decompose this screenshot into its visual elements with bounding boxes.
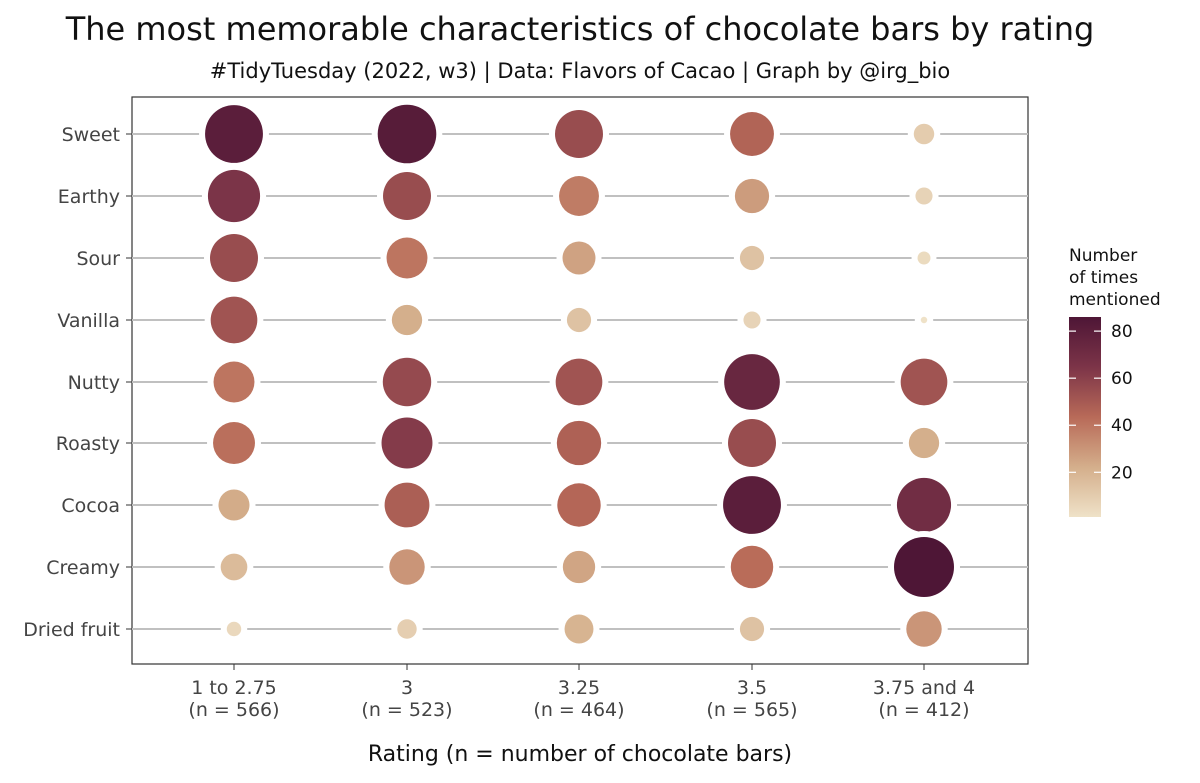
legend-tick-label: 80 — [1111, 322, 1133, 342]
bubble-cocoa-5 — [896, 477, 952, 533]
x-axis-label: 3.5 — [737, 677, 767, 699]
bubble-sweet-2 — [377, 104, 437, 164]
bubble-roasty-5 — [908, 427, 940, 459]
legend-color-bar — [1069, 317, 1101, 517]
x-axis-count-label: (n = 566) — [188, 699, 279, 721]
plot-layer: Sweet Earthy Sour Vanilla Nutty Roasty Cocoa Cr… — [23, 96, 1029, 721]
bubble-vanilla-3 — [566, 307, 592, 333]
x-axis-label: 3.75 and 4 — [873, 677, 975, 699]
y-axis-label: Sweet — [62, 124, 120, 146]
bubble-sweet-4 — [730, 112, 774, 156]
y-axis-label: Sour — [76, 248, 120, 270]
bubble-sour-2 — [386, 237, 428, 279]
bubble-earthy-1 — [207, 169, 261, 223]
bubble-nutty-3 — [555, 358, 603, 406]
bubble-earthy-4 — [734, 178, 770, 214]
bubble-sour-4 — [739, 245, 765, 271]
bubble-nutty-5 — [900, 358, 948, 406]
legend-title-line: mentioned — [1069, 290, 1161, 310]
bubble-earthy-2 — [383, 172, 431, 220]
bubble-vanilla-1 — [210, 296, 258, 344]
bubble-nutty-1 — [213, 361, 255, 403]
bubble-earthy-5 — [915, 187, 933, 205]
legend-tick-label: 60 — [1111, 369, 1133, 389]
bubble-sweet-3 — [555, 110, 603, 158]
x-axis-title: Rating (n = number of chocolate bars) — [368, 742, 792, 767]
bubble-vanilla-5 — [920, 316, 928, 324]
bubble-roasty-2 — [381, 417, 433, 469]
x-axis-count-label: (n = 523) — [361, 699, 452, 721]
x-axis-count-label: (n = 565) — [706, 699, 797, 721]
bubble-cocoa-2 — [384, 482, 430, 528]
x-axis-label: 1 to 2.75 — [191, 677, 277, 699]
bubble-earthy-3 — [559, 176, 599, 216]
x-axis-label: 3.25 — [558, 677, 600, 699]
bubble-creamy-2 — [389, 549, 425, 585]
bubble-creamy-4 — [730, 545, 774, 589]
bubble-cocoa-4 — [723, 476, 781, 534]
chart-title: The most memorable characteristics of ch… — [65, 10, 1095, 48]
bubble-dried-fruit-2 — [397, 619, 417, 639]
y-axis-label: Earthy — [58, 186, 120, 208]
bubble-cocoa-1 — [218, 489, 250, 521]
y-axis-label: Nutty — [68, 372, 120, 394]
bubble-cocoa-3 — [557, 483, 601, 527]
y-axis-label: Cocoa — [61, 495, 120, 517]
legend-title-line: Number — [1069, 246, 1137, 266]
x-axis-label: 3 — [401, 677, 413, 699]
bubble-dried-fruit-1 — [226, 621, 242, 637]
bubble-creamy-5 — [894, 537, 954, 597]
bubble-sweet-5 — [913, 123, 935, 145]
legend-tick-label: 40 — [1111, 416, 1133, 436]
bubble-roasty-1 — [213, 422, 255, 464]
bubble-roasty-4 — [728, 419, 776, 467]
legend-tick-label: 20 — [1111, 463, 1133, 483]
bubble-sweet-1 — [205, 105, 263, 163]
bubble-vanilla-2 — [391, 304, 423, 336]
bubble-dried-fruit-3 — [564, 614, 594, 644]
x-axis-count-label: (n = 464) — [533, 699, 624, 721]
bubble-roasty-3 — [556, 420, 602, 466]
y-axis-label: Creamy — [46, 557, 120, 579]
bubble-vanilla-4 — [743, 311, 761, 329]
bubble-creamy-3 — [562, 550, 596, 584]
bubble-dried-fruit-5 — [906, 611, 942, 647]
bubble-sour-1 — [210, 234, 258, 282]
x-axis-count-label: (n = 412) — [878, 699, 969, 721]
bubble-creamy-1 — [220, 553, 248, 581]
chart-subtitle: #TidyTuesday (2022, w3) | Data: Flavors … — [210, 59, 950, 84]
y-axis-label: Vanilla — [57, 310, 120, 332]
legend-title-line: of times — [1069, 268, 1138, 288]
y-axis-label: Roasty — [56, 433, 120, 455]
bubble-sour-3 — [562, 241, 596, 275]
bubble-nutty-4 — [724, 354, 780, 410]
bubble-dried-fruit-4 — [739, 616, 765, 642]
bubble-sour-5 — [917, 251, 931, 265]
bubble-nutty-2 — [382, 357, 432, 407]
y-axis-label: Dried fruit — [23, 619, 120, 641]
